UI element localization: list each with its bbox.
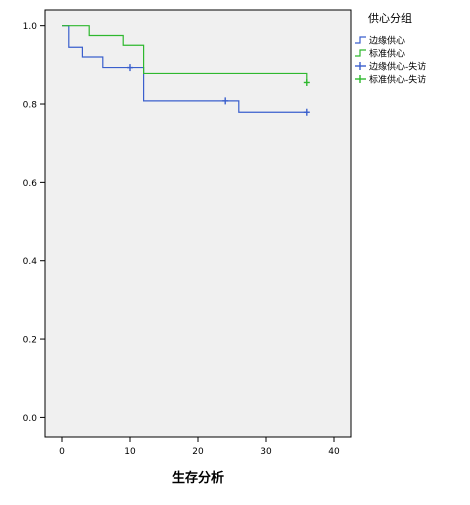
- legend-entry: 边缘供心: [355, 35, 405, 47]
- series-line-2: [62, 25, 308, 83]
- legend-label: 标准供心: [369, 48, 405, 60]
- legend-swatch-step: [355, 49, 366, 57]
- x-tick-label: 20: [192, 447, 204, 457]
- legend-label: 标准供心-失访: [369, 74, 426, 86]
- legend-swatch-step: [355, 36, 366, 44]
- legend-title: 供心分组: [368, 11, 412, 25]
- x-tick-label: 30: [260, 447, 272, 457]
- censor-mark-2: [303, 78, 310, 86]
- series-layer: [62, 25, 310, 116]
- axes: 0.0 0.2 0.4 0.6 0.8 1.0 0 10 20 30 40: [23, 22, 340, 457]
- censor-mark-1: [303, 108, 310, 116]
- legend-entry: 标准供心: [355, 48, 405, 60]
- series-line-1: [62, 25, 307, 113]
- y-tick-label: 0.0: [23, 414, 38, 424]
- x-tick-label: 40: [328, 447, 340, 457]
- x-tick-label: 10: [124, 447, 136, 457]
- plot-area: [44, 9, 352, 438]
- censor-mark-1: [222, 97, 229, 105]
- y-tick-label: 0.8: [23, 101, 38, 111]
- x-tick-label: 0: [59, 447, 65, 457]
- legend-entry: 边缘供心-失访: [355, 61, 426, 73]
- x-axis-title: 生存分析: [172, 470, 224, 486]
- y-tick-label: 1.0: [23, 22, 38, 32]
- legend-entry: 标准供心-失访: [355, 74, 426, 86]
- censor-mark-1: [127, 64, 133, 72]
- y-tick-label: 0.4: [23, 257, 38, 267]
- y-tick-label: 0.2: [23, 336, 37, 346]
- y-tick-label: 0.6: [23, 179, 38, 189]
- legend-label: 边缘供心: [369, 35, 405, 47]
- legend-label: 边缘供心-失访: [369, 61, 426, 73]
